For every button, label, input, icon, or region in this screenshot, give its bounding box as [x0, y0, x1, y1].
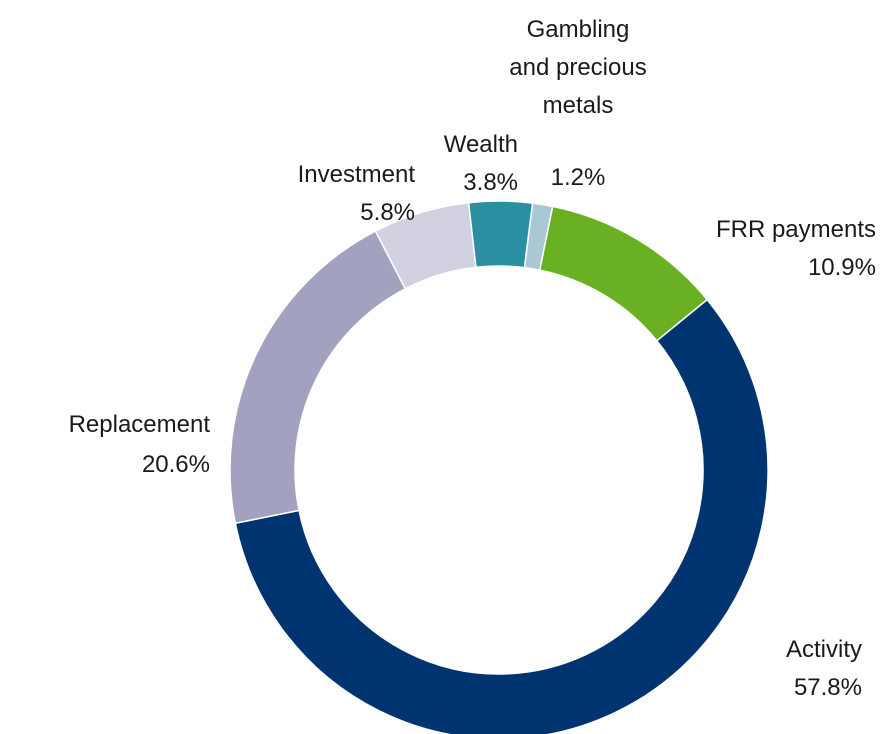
- value-label: 20.6%: [141, 451, 210, 478]
- category-label: Activity: [785, 636, 862, 663]
- value-label: 57.8%: [793, 674, 862, 701]
- category-label: Replacement: [68, 411, 210, 438]
- value-label: 10.9%: [807, 254, 876, 281]
- category-label: Wealth: [443, 131, 518, 158]
- value-label: 1.2%: [550, 164, 606, 191]
- donut-segment: [523, 202, 554, 271]
- category-label: Gambling and precious metals: [509, 16, 647, 119]
- donut-segment: [229, 230, 407, 525]
- donut-segment: [467, 200, 534, 269]
- donut-segment: [234, 298, 769, 734]
- category-label: Investment: [297, 161, 415, 188]
- value-label: 5.8%: [360, 199, 415, 226]
- category-label: FRR payments: [715, 216, 876, 243]
- value-label: 3.8%: [463, 169, 518, 196]
